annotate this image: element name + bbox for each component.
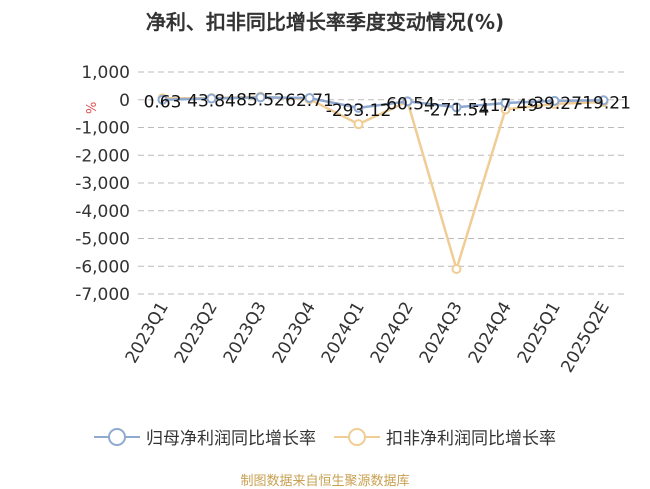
- line-chart: 1,000 0 -1,000 -2,000 -3,000 -4,000 -5,000 -6,0…: [75, 63, 631, 377]
- data-source-note: 制图数据来自恒生聚源数据库: [240, 474, 410, 489]
- grid-layer: [138, 71, 628, 295]
- series-1-point: [255, 92, 266, 103]
- data-label: -293.12: [326, 101, 392, 121]
- x-tick-label: 2023Q3: [220, 299, 271, 367]
- series-1-point: [549, 95, 560, 106]
- data-label: -117.49: [473, 96, 539, 116]
- series-1-point: [304, 93, 315, 104]
- series-line-1: [162, 96, 604, 110]
- chart-title: 净利、扣非同比增长率季度变动情况(%): [145, 10, 505, 34]
- legend-label-series-2: 扣非净利润同比增长率: [386, 429, 556, 449]
- series-1-point: [206, 93, 217, 104]
- y-tick-label: -3,000: [75, 174, 130, 194]
- x-tick-label: 2023Q2: [171, 299, 222, 367]
- legend: 归母净利润同比增长率 扣非净利润同比增长率: [0, 424, 650, 449]
- x-tick-label: 2024Q1: [318, 299, 369, 367]
- series-1-point: [157, 94, 168, 105]
- data-label: 62.71: [285, 91, 334, 111]
- legend-item-series-1[interactable]: 归母净利润同比增长率: [94, 424, 316, 449]
- y-tick-label: -2,000: [75, 146, 130, 166]
- y-tick-label: -5,000: [75, 230, 130, 250]
- x-tick-label: 2025Q2E: [557, 299, 613, 377]
- data-label: 0.63: [144, 93, 182, 113]
- x-tick-label: 2024Q4: [465, 299, 516, 367]
- data-label-layer: 0.63 43.84 85.52 62.71-293.12-60.54-271.54-…: [144, 90, 631, 121]
- legend-swatch-series-2-icon: [334, 427, 380, 446]
- x-tick-label: 2024Q2: [367, 299, 418, 367]
- series-layer: [157, 91, 609, 275]
- data-label: -39.27: [527, 94, 582, 114]
- y-tick-label: -4,000: [75, 202, 130, 222]
- series-1-point: [353, 102, 364, 113]
- series-1-point: [598, 95, 609, 106]
- y-tick-label: -6,000: [75, 257, 130, 277]
- data-label: 43.84: [187, 92, 236, 112]
- data-label: -19.21: [576, 93, 631, 113]
- x-tick-label: 2023Q4: [269, 299, 320, 367]
- x-tick-label: 2023Q1: [122, 299, 173, 367]
- legend-swatch-series-1-icon: [94, 427, 140, 446]
- series-1-point: [402, 96, 413, 107]
- series-2-point: [353, 119, 364, 130]
- y-tick-label: 1,000: [81, 63, 130, 83]
- x-tick-label: 2024Q3: [416, 299, 467, 367]
- series-2-point: [451, 264, 462, 275]
- data-label: 85.52: [236, 90, 285, 110]
- y-tick-label: -1,000: [75, 119, 130, 139]
- y-tick-label: 0: [119, 91, 130, 111]
- x-tick-label: 2025Q1: [514, 299, 565, 367]
- y-tick-label: -7,000: [75, 285, 130, 305]
- y-axis-label: %: [85, 102, 100, 114]
- series-1-point: [500, 98, 511, 109]
- legend-item-series-2[interactable]: 扣非净利润同比增长率: [334, 424, 556, 449]
- data-label: -271.54: [424, 100, 490, 120]
- series-1-point: [451, 102, 462, 113]
- data-label: -60.54: [380, 94, 435, 114]
- legend-label-series-1: 归母净利润同比增长率: [146, 429, 316, 449]
